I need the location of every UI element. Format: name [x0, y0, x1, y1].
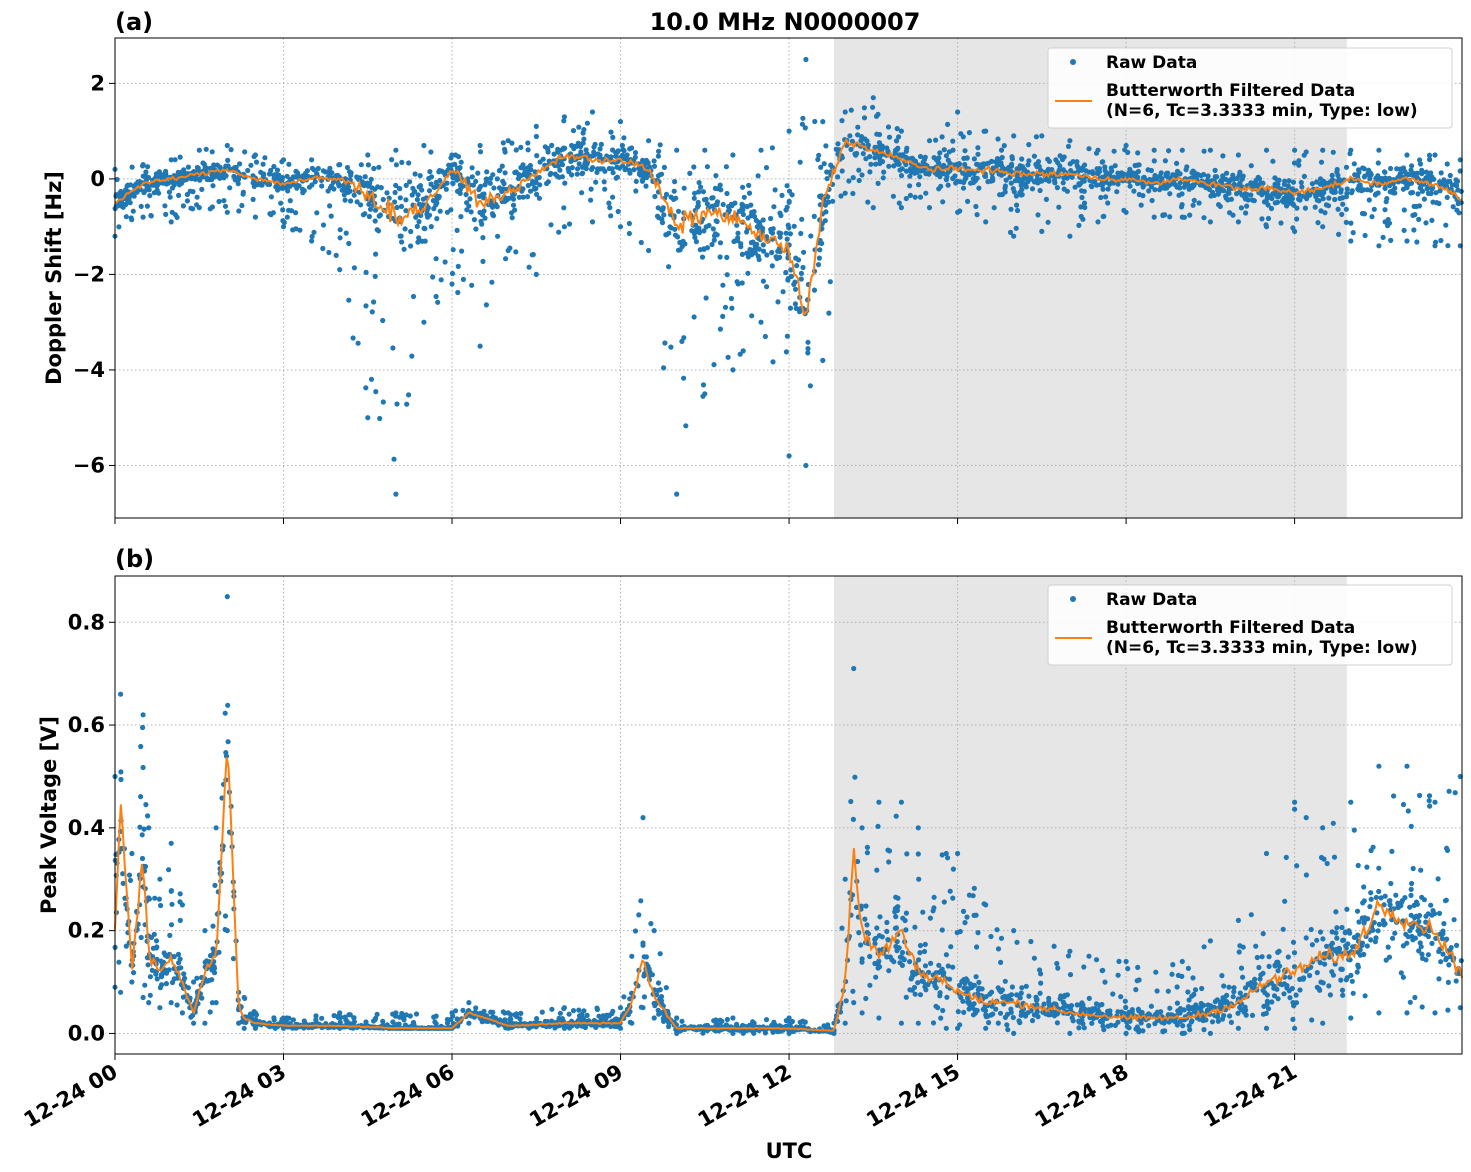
panel-a-ytick-label: −6 — [73, 453, 105, 477]
panel-a-filtered-line — [114, 137, 1463, 317]
panel-a-ytick-label: −4 — [73, 358, 105, 382]
panel-b-filtered-line — [114, 757, 1463, 1032]
panel-a-ytick-label: 0 — [90, 167, 105, 191]
panel-b-legend-filtered-label: Butterworth Filtered Data (N=6, Tc=3.3333… — [1106, 618, 1418, 658]
x-tick-label: 12-24 06 — [357, 1060, 459, 1133]
x-tick-label: 12-24 12 — [694, 1060, 796, 1133]
panel-b-ytick-label: 0.0 — [68, 1021, 105, 1045]
x-tick-label: 12-24 00 — [20, 1060, 122, 1133]
panel-a-frame — [114, 37, 1463, 519]
panel-b-legend-box — [1047, 584, 1453, 666]
panel-a-ytick-label: −2 — [73, 262, 105, 286]
panel-b: (b) Peak Voltage [V] Raw Data Butterwort… — [20, 545, 1464, 1132]
panel-b-ytick-label: 0.4 — [68, 816, 105, 840]
panel-b-ytick-label: 0.8 — [68, 610, 105, 634]
panel-b-ylabel: Peak Voltage [V] — [37, 716, 61, 914]
panel-a-legend-filtered-label: Butterworth Filtered Data (N=6, Tc=3.3333… — [1106, 81, 1418, 121]
panel-b-ytick-label: 0.6 — [68, 713, 105, 737]
x-tick-label: 12-24 09 — [525, 1060, 627, 1133]
panel-a-ylabel: Doppler Shift [Hz] — [42, 171, 66, 385]
panel-b-legend: Raw Data Butterworth Filtered Data (N=6, … — [1047, 584, 1453, 666]
x-tick-label: 12-24 15 — [862, 1060, 964, 1133]
figure-title: 10.0 MHz N0000007 — [650, 8, 921, 36]
panel-a-legend-box — [1047, 47, 1453, 129]
panel-a-ytick-label: 2 — [90, 71, 105, 95]
panel-b-legend-raw-label: Raw Data — [1106, 590, 1197, 610]
x-tick-label: 12-24 21 — [1199, 1060, 1301, 1133]
panel-a-raw-data-points — [112, 56, 1464, 497]
panel-b-frame — [114, 575, 1463, 1055]
panel-a: (a) Doppler Shift [Hz] Raw Data Butterwo… — [42, 8, 1464, 524]
panel-a-label: (a) — [115, 8, 153, 36]
panel-a-legend-raw-label: Raw Data — [1106, 53, 1197, 73]
x-tick-label: 12-24 03 — [188, 1060, 290, 1133]
panel-b-legend-raw-marker — [1070, 596, 1076, 602]
panel-b-ytick-label: 0.2 — [68, 919, 105, 943]
x-tick-label: 12-24 18 — [1031, 1060, 1133, 1133]
panel-a-legend: Raw Data Butterworth Filtered Data (N=6, … — [1047, 47, 1453, 129]
panel-b-label: (b) — [115, 545, 154, 573]
panel-a-legend-raw-marker — [1070, 59, 1076, 65]
x-axis-label: UTC — [766, 1139, 813, 1163]
